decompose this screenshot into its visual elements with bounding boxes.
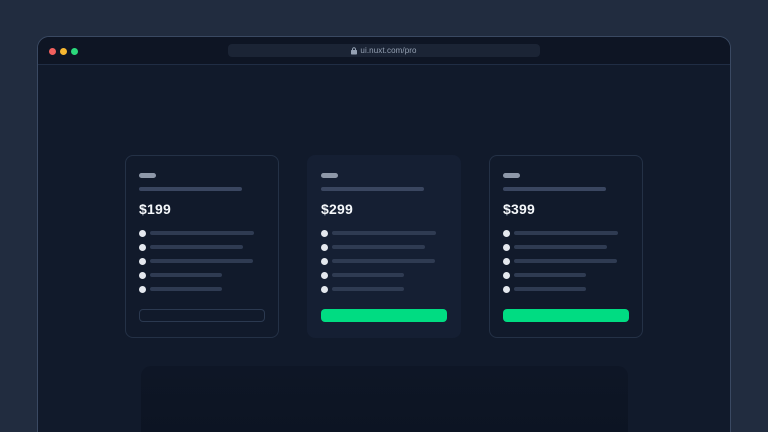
feature-text-placeholder [150,273,222,277]
plan-subtitle-placeholder [503,187,606,191]
plan-name-placeholder [503,173,520,178]
feature-bullet-icon [321,271,328,279]
feature-text-placeholder [514,231,618,235]
feature-text-placeholder [514,287,586,291]
feature-text-placeholder [150,287,222,291]
feature-text-placeholder [514,259,617,263]
feature-row [503,226,629,240]
feature-bullet-icon [139,229,146,237]
feature-row [139,226,265,240]
feature-row [139,240,265,254]
feature-row [321,282,447,296]
feature-row [139,282,265,296]
feature-text-placeholder [514,245,607,249]
feature-bullet-icon [503,229,510,237]
traffic-lights [49,37,78,65]
cta-button[interactable] [321,309,447,322]
feature-list [321,226,447,296]
feature-text-placeholder [332,287,404,291]
feature-bullet-icon [139,285,146,293]
feature-text-placeholder [150,259,253,263]
cta-button[interactable] [503,309,629,322]
address-bar[interactable]: ui.nuxt.com/pro [228,44,540,57]
feature-row [321,226,447,240]
feature-bullet-icon [503,271,510,279]
url-text: ui.nuxt.com/pro [360,46,417,55]
zoom-window-button[interactable] [71,47,78,55]
feature-row [321,240,447,254]
cta-button[interactable] [139,309,265,322]
pricing-card-tier-1: $199 [125,155,279,338]
feature-bullet-icon [139,243,146,251]
feature-row [503,268,629,282]
minimize-window-button[interactable] [60,47,67,55]
feature-text-placeholder [332,259,435,263]
plan-name-placeholder [321,173,338,178]
pricing-card-tier-2: $299 [307,155,461,338]
feature-row [321,254,447,268]
feature-list [503,226,629,296]
feature-bullet-icon [503,243,510,251]
feature-text-placeholder [332,245,425,249]
next-section-panel [140,366,628,432]
lock-icon [351,46,358,54]
feature-row [139,268,265,282]
feature-bullet-icon [321,257,328,265]
feature-row [503,240,629,254]
feature-text-placeholder [150,231,254,235]
feature-row [503,254,629,268]
pricing-card-tier-3: $399 [489,155,643,338]
feature-bullet-icon [321,229,328,237]
price-label: $399 [503,201,535,217]
feature-bullet-icon [321,285,328,293]
pricing-cards-row: $199 $299 $399 [38,155,730,338]
feature-bullet-icon [503,285,510,293]
plan-subtitle-placeholder [139,187,242,191]
price-label: $199 [139,201,171,217]
feature-bullet-icon [503,257,510,265]
feature-bullet-icon [139,257,146,265]
feature-text-placeholder [332,273,404,277]
price-label: $299 [321,201,353,217]
feature-text-placeholder [150,245,243,249]
browser-window: ui.nuxt.com/pro $199 $299 $399 [37,36,731,432]
browser-titlebar: ui.nuxt.com/pro [38,37,730,65]
feature-row [139,254,265,268]
page-content: $199 $299 $399 [38,65,730,432]
feature-bullet-icon [139,271,146,279]
feature-text-placeholder [514,273,586,277]
plan-subtitle-placeholder [321,187,424,191]
feature-row [503,282,629,296]
plan-name-placeholder [139,173,156,178]
feature-bullet-icon [321,243,328,251]
feature-list [139,226,265,296]
feature-row [321,268,447,282]
close-window-button[interactable] [49,47,56,55]
feature-text-placeholder [332,231,436,235]
